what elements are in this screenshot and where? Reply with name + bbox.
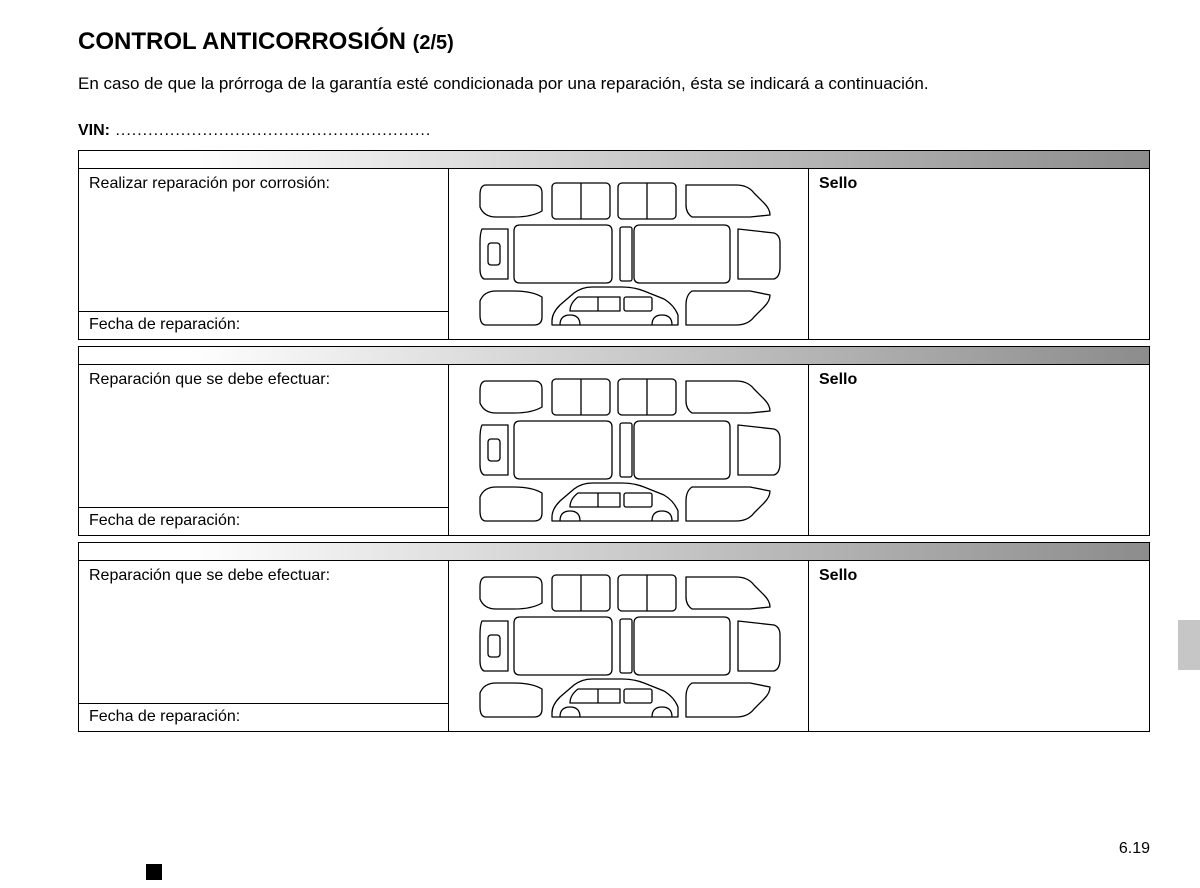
date-label: Fecha de reparación: xyxy=(79,703,448,731)
inspection-block: Reparación que se debe efectuar: Fecha d… xyxy=(78,346,1150,536)
page-title: CONTROL ANTICORROSIÓN (2/5) xyxy=(78,28,1150,56)
stamp-label: Sello xyxy=(809,169,1149,339)
footer-mark xyxy=(146,864,162,880)
repair-label: Reparación que se debe efectuar: xyxy=(79,365,448,507)
repair-label: Realizar reparación por corrosión: xyxy=(79,169,448,311)
gradient-bar xyxy=(79,347,1149,365)
vin-label: VIN: xyxy=(78,122,110,139)
vin-dots: ........................................… xyxy=(110,122,431,139)
inspection-block: Reparación que se debe efectuar: Fecha d… xyxy=(78,542,1150,732)
stamp-label: Sello xyxy=(809,365,1149,535)
gradient-bar xyxy=(79,543,1149,561)
date-label: Fecha de reparación: xyxy=(79,311,448,339)
side-tab xyxy=(1178,620,1200,670)
date-label: Fecha de reparación: xyxy=(79,507,448,535)
car-body-icon xyxy=(474,569,784,724)
gradient-bar xyxy=(79,151,1149,169)
vin-line: VIN: ...................................… xyxy=(78,122,1150,140)
page-number: 6.19 xyxy=(1119,840,1150,858)
title-pager: (2/5) xyxy=(413,32,454,54)
car-diagram-cell xyxy=(449,365,809,535)
car-body-icon xyxy=(474,373,784,528)
intro-text: En caso de que la prórroga de la garantí… xyxy=(78,74,1150,94)
title-main: CONTROL ANTICORROSIÓN xyxy=(78,28,406,55)
car-diagram-cell xyxy=(449,561,809,731)
car-diagram-cell xyxy=(449,169,809,339)
car-body-icon xyxy=(474,177,784,332)
inspection-block: Realizar reparación por corrosión: Fecha… xyxy=(78,150,1150,340)
repair-label: Reparación que se debe efectuar: xyxy=(79,561,448,703)
stamp-label: Sello xyxy=(809,561,1149,731)
